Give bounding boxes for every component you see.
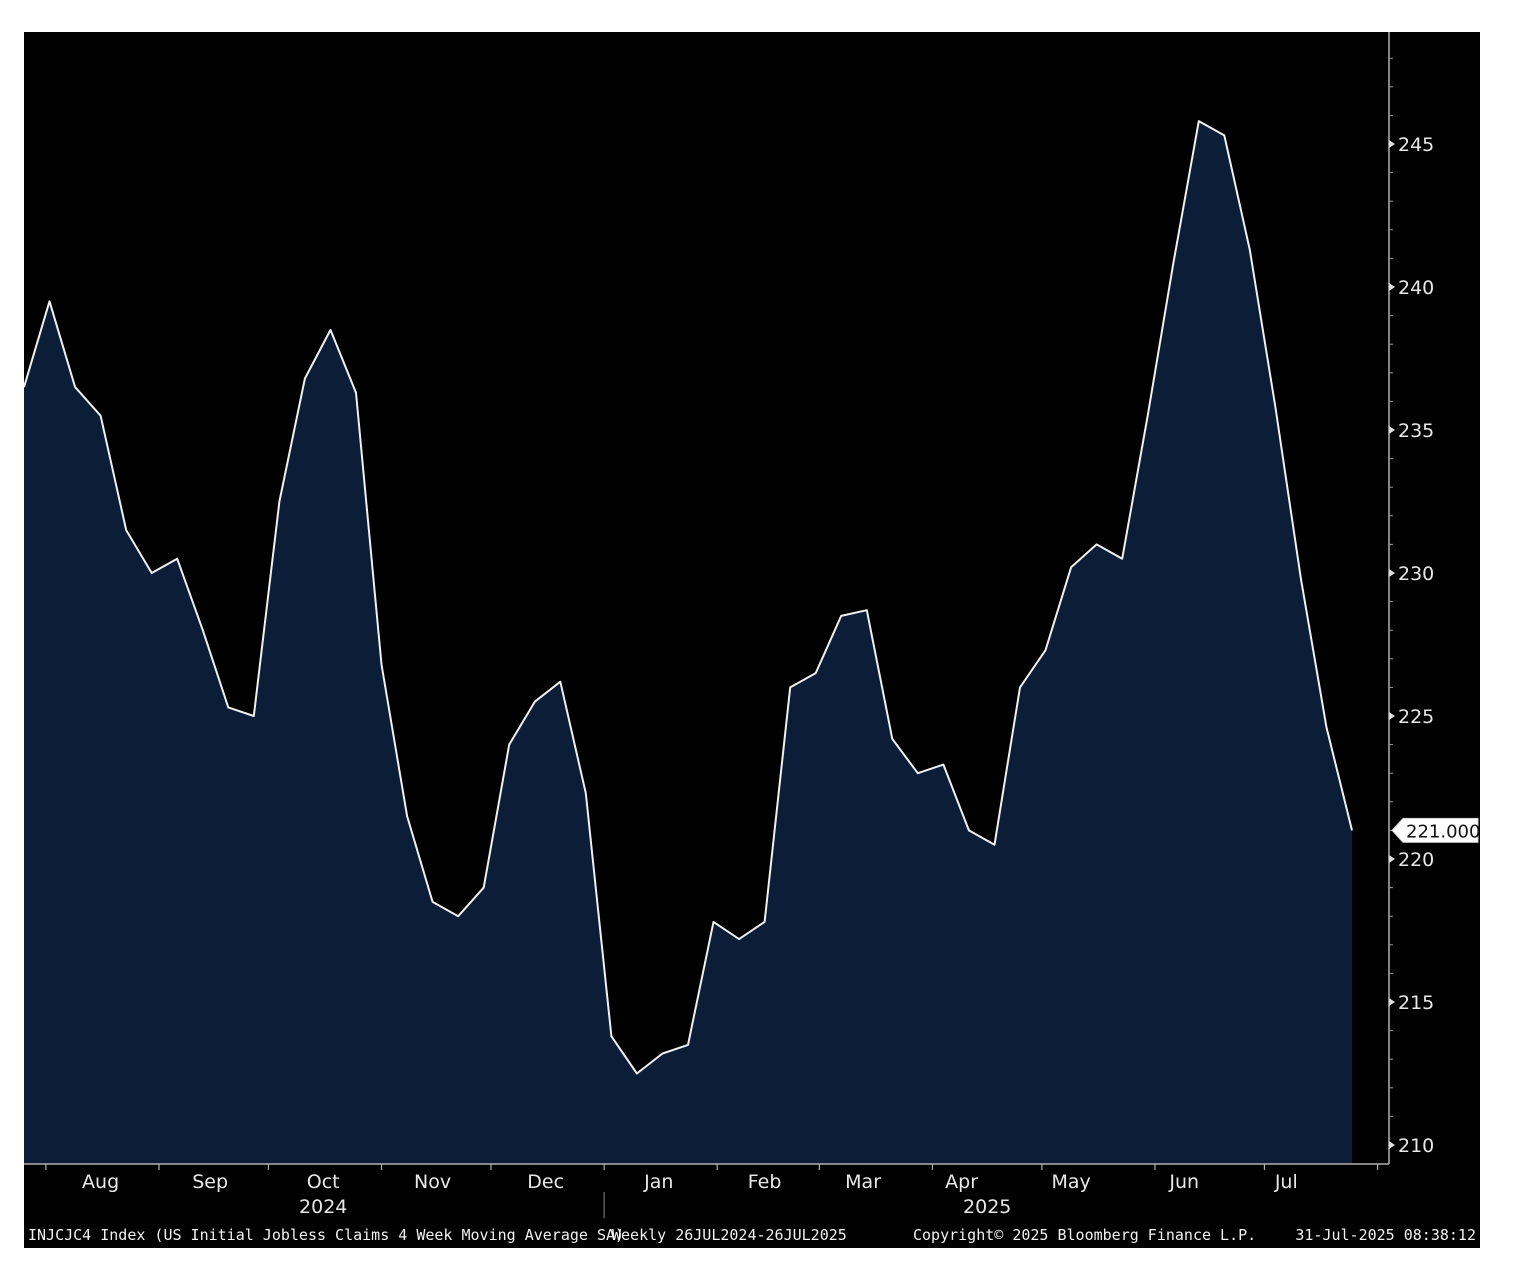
x-tick-label: May	[1051, 1171, 1090, 1193]
x-tick-label: Nov	[414, 1171, 451, 1193]
y-tick-label: 245	[1398, 134, 1434, 156]
last-value-callout: 221.000	[1391, 817, 1480, 843]
x-tick-label: Sep	[192, 1171, 228, 1193]
year-label: 2024	[299, 1196, 347, 1218]
footer-copyright-text: Copyright© 2025 Bloomberg Finance L.P.	[913, 1226, 1256, 1244]
x-tick-label: Jan	[643, 1171, 673, 1193]
x-axis: Aug Sep Oct Nov Dec Jan Feb Mar Apr May Jun Jul 2024…	[24, 1163, 1389, 1218]
series-area	[24, 121, 1352, 1165]
y-tick-mark	[1389, 569, 1395, 577]
y-tick-mark	[1389, 426, 1395, 434]
y-tick-label: 240	[1398, 277, 1434, 299]
y-tick-label: 210	[1398, 1135, 1434, 1157]
y-axis: 210 215 220 225 230 235 240 245 221.000	[1388, 32, 1480, 1164]
x-tick-label: Aug	[82, 1171, 119, 1193]
footer-range-text: Weekly 26JUL2024-26JUL2025	[612, 1226, 847, 1244]
y-tick-label: 235	[1398, 420, 1434, 442]
y-tick-mark	[1389, 712, 1395, 720]
y-tick-mark	[1389, 998, 1395, 1006]
y-tick-mark	[1389, 140, 1395, 148]
footer-index-text: INJCJC4 Index (US Initial Jobless Claims…	[28, 1226, 624, 1244]
y-tick-label: 230	[1398, 563, 1434, 585]
x-tick-label: Mar	[845, 1171, 881, 1193]
x-tick-label: Oct	[307, 1171, 340, 1193]
y-tick-mark	[1389, 855, 1395, 863]
x-tick-label: Apr	[945, 1171, 978, 1193]
area-layer	[23, 120, 1353, 1165]
y-tick-label: 220	[1398, 849, 1434, 871]
footer: INJCJC4 Index (US Initial Jobless Claims…	[28, 1226, 1476, 1244]
y-tick-label: 215	[1398, 992, 1434, 1014]
y-tick-mark	[1389, 1141, 1395, 1149]
last-value-label: 221.000	[1406, 821, 1480, 842]
last-value-box	[1391, 817, 1479, 843]
x-tick-label: Feb	[748, 1171, 782, 1193]
footer-timestamp-text: 31-Jul-2025 08:38:12	[1295, 1226, 1476, 1244]
x-tick-label: Jul	[1274, 1171, 1298, 1193]
year-label: 2025	[963, 1196, 1011, 1218]
series-line	[23, 120, 1353, 1075]
y-tick-label: 225	[1398, 706, 1434, 728]
x-tick-label: Jun	[1168, 1171, 1199, 1193]
y-tick-mark	[1389, 283, 1395, 291]
x-tick-label: Dec	[527, 1171, 564, 1193]
